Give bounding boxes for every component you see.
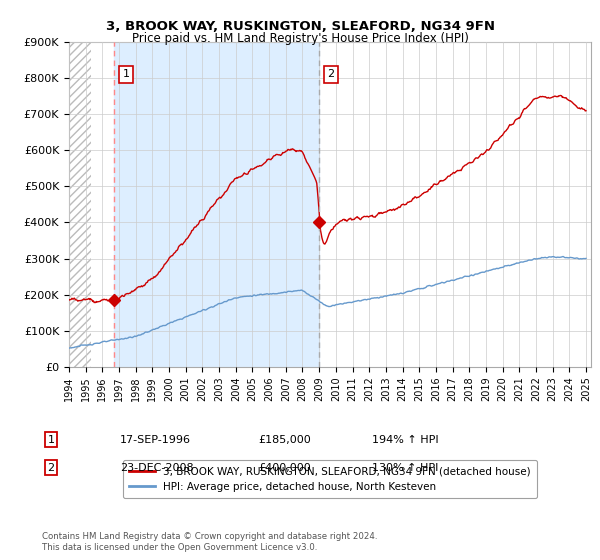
Text: 194% ↑ HPI: 194% ↑ HPI (372, 435, 439, 445)
Text: 2: 2 (47, 463, 55, 473)
Legend: 3, BROOK WAY, RUSKINGTON, SLEAFORD, NG34 9FN (detached house), HPI: Average pric: 3, BROOK WAY, RUSKINGTON, SLEAFORD, NG34… (123, 460, 537, 498)
Bar (115, 42, 319, 367)
Text: 2: 2 (327, 69, 334, 80)
Text: Price paid vs. HM Land Registry's House Price Index (HPI): Price paid vs. HM Land Registry's House … (131, 32, 469, 45)
Text: 1: 1 (123, 69, 130, 80)
Text: Contains HM Land Registry data © Crown copyright and database right 2024.
This d: Contains HM Land Registry data © Crown c… (42, 532, 377, 552)
Bar (69, 42, 91, 367)
Bar (69, 42, 91, 367)
Text: 23-DEC-2008: 23-DEC-2008 (120, 463, 194, 473)
Text: 3, BROOK WAY, RUSKINGTON, SLEAFORD, NG34 9FN: 3, BROOK WAY, RUSKINGTON, SLEAFORD, NG34… (106, 20, 494, 32)
Text: £185,000: £185,000 (258, 435, 311, 445)
Text: 1: 1 (47, 435, 55, 445)
Text: 130% ↑ HPI: 130% ↑ HPI (372, 463, 439, 473)
Text: 17-SEP-1996: 17-SEP-1996 (120, 435, 191, 445)
Text: £400,000: £400,000 (258, 463, 311, 473)
